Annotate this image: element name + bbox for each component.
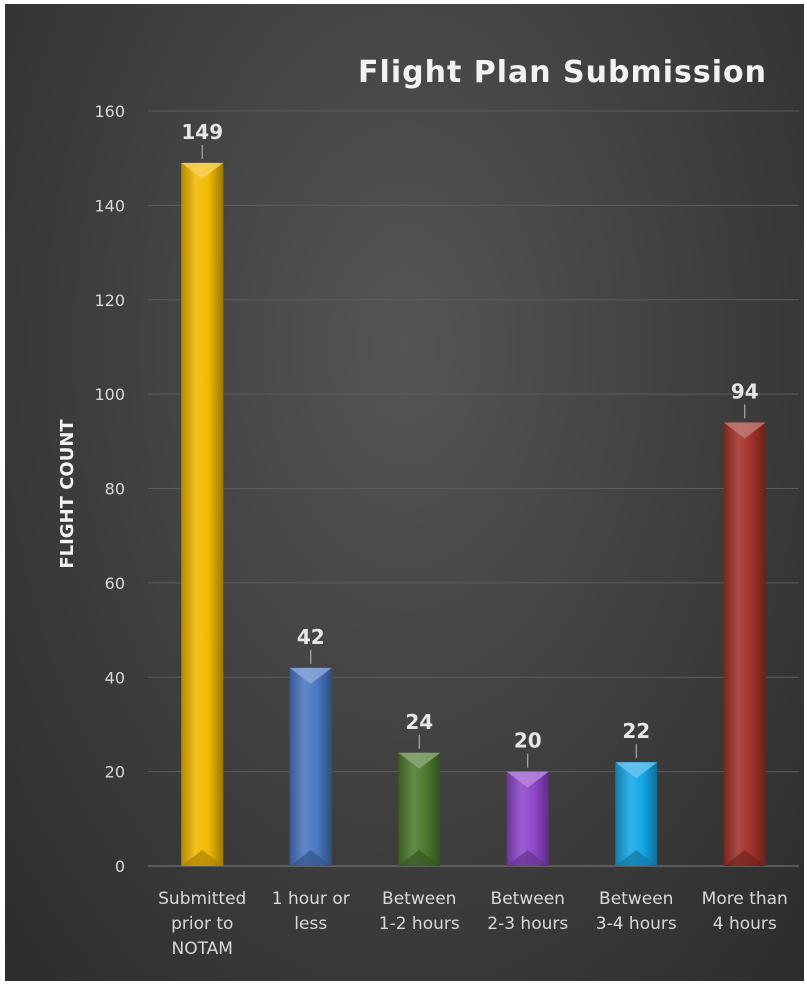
data-label: 22 xyxy=(622,719,650,743)
x-tick-label: 1 hour or less xyxy=(272,889,350,934)
bar-bevel-bottom xyxy=(506,850,549,866)
x-tick-label: Between 3-4 hours xyxy=(596,889,677,934)
bars xyxy=(181,162,766,866)
bar-bevel-top xyxy=(723,422,766,439)
y-axis-label: FLIGHT COUNT xyxy=(57,419,78,569)
y-tick-label: 60 xyxy=(105,574,125,593)
data-labels: 149 42 24 20 22 94 xyxy=(181,120,759,768)
y-axis-ticks: 0 20 40 60 80 100 120 140 160 xyxy=(94,102,125,876)
y-tick-label: 100 xyxy=(94,385,125,404)
x-tick-label: Submitted prior to NOTAM xyxy=(158,889,246,959)
data-label: 149 xyxy=(181,120,223,144)
x-tick-label: Between 2-3 hours xyxy=(487,889,568,934)
bar xyxy=(289,667,332,866)
chart-title: Flight Plan Submission xyxy=(358,55,767,90)
y-tick-label: 120 xyxy=(94,291,125,310)
bar-chart: 0 20 40 60 80 100 120 140 160 149 42 24 20 22 94 Subm… xyxy=(57,55,799,959)
bar-bevel-top xyxy=(181,162,224,179)
bar-bevel-bottom xyxy=(289,850,332,866)
bar xyxy=(398,752,441,866)
data-label: 94 xyxy=(731,379,759,403)
data-label: 20 xyxy=(514,729,542,753)
y-tick-label: 20 xyxy=(105,763,125,782)
y-tick-label: 140 xyxy=(94,196,125,215)
x-tick-label: Between 1-2 hours xyxy=(379,889,460,934)
y-tick-label: 160 xyxy=(94,102,125,121)
bar-bevel-top xyxy=(615,762,658,779)
bar-bevel-bottom xyxy=(723,850,766,866)
bar-bevel-top xyxy=(398,752,441,769)
y-tick-label: 80 xyxy=(105,480,125,499)
data-label: 24 xyxy=(405,710,433,734)
x-tick-label: More than 4 hours xyxy=(702,889,788,934)
gridlines xyxy=(148,110,799,867)
bar xyxy=(615,762,658,866)
bar-bevel-bottom xyxy=(615,850,658,866)
y-tick-label: 40 xyxy=(105,668,125,687)
x-axis-category-labels: Submitted prior to NOTAM 1 hour or less Betwe… xyxy=(158,889,788,959)
bar-bevel-top xyxy=(506,771,549,788)
chart-area: 0 20 40 60 80 100 120 140 160 149 42 24 20 22 94 Subm… xyxy=(5,4,804,981)
bar xyxy=(181,162,224,866)
bar-bevel-bottom xyxy=(398,850,441,866)
data-label: 42 xyxy=(297,625,325,649)
bar-bevel-top xyxy=(289,667,332,684)
y-tick-label: 0 xyxy=(115,857,125,876)
bar xyxy=(723,422,766,866)
bar-bevel-bottom xyxy=(181,850,224,866)
